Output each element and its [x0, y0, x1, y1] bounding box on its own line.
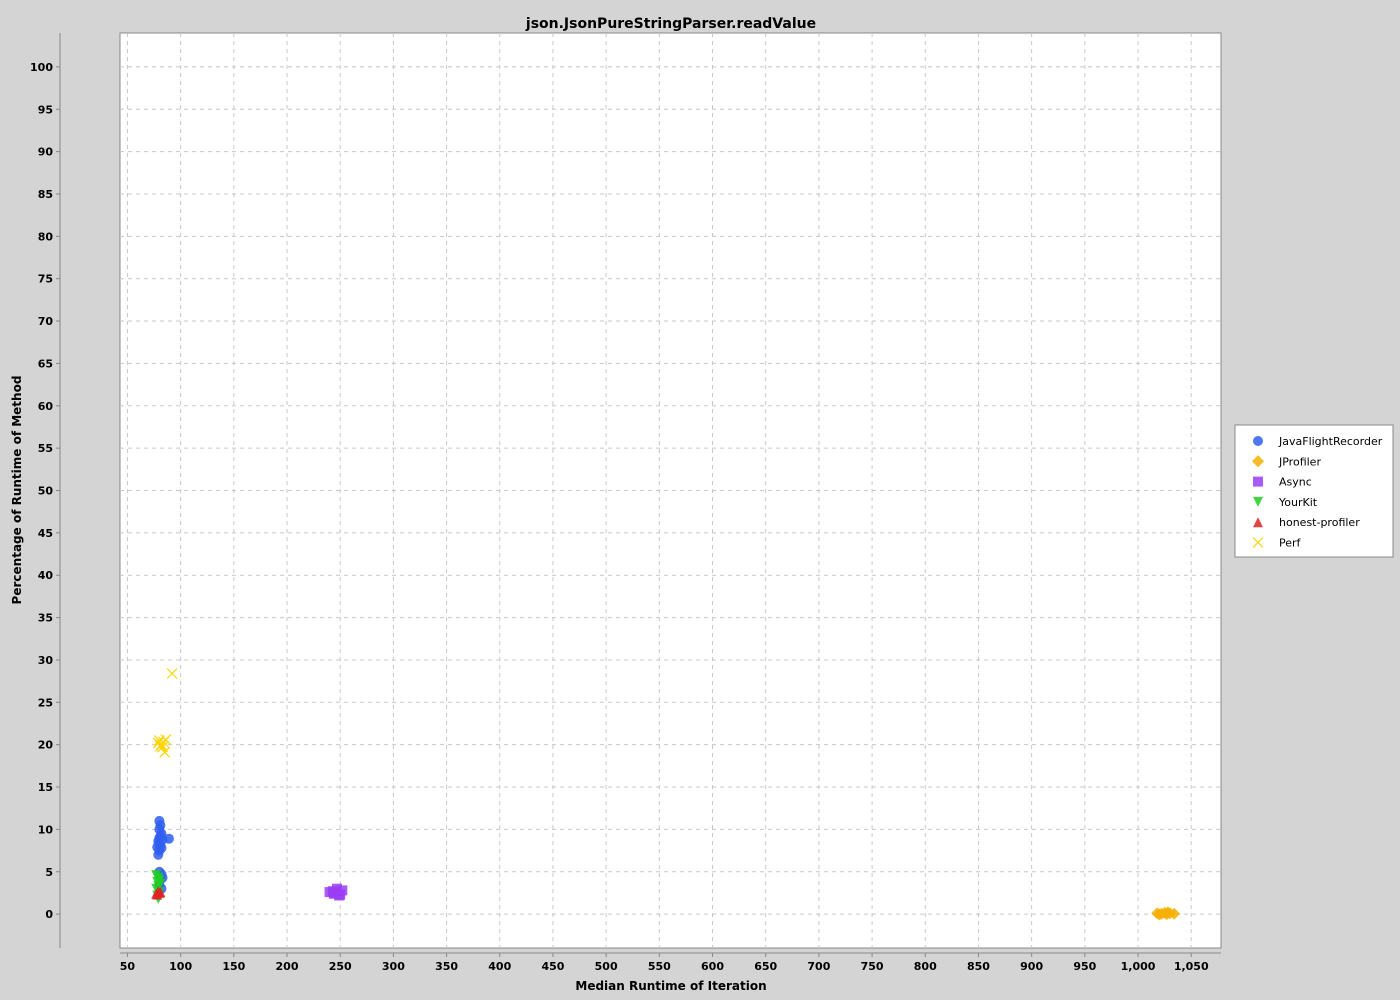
- y-axis-label: Percentage of Runtime of Method: [10, 376, 24, 605]
- x-tick-label: 300: [382, 960, 405, 973]
- x-tick-label: 100: [169, 960, 192, 973]
- data-points: [151, 668, 1181, 921]
- series-perf: [152, 668, 178, 758]
- x-tick-label: 1,000: [1121, 960, 1156, 973]
- y-tick-label: 70: [38, 315, 54, 328]
- plot-area: [119, 32, 1222, 949]
- y-tick-label: 95: [38, 103, 53, 116]
- series-jprofiler: [1151, 906, 1181, 921]
- y-tick-label: 50: [38, 485, 54, 498]
- data-point: [159, 746, 171, 758]
- data-point: [152, 889, 163, 900]
- legend-label: Perf: [1279, 537, 1302, 550]
- data-point: [166, 668, 178, 679]
- x-tick-label: 850: [967, 960, 990, 973]
- y-tick-label: 20: [38, 739, 54, 752]
- y-tick-label: 60: [38, 400, 54, 413]
- y-tick-label: 85: [38, 188, 53, 201]
- x-tick-label: 950: [1073, 960, 1096, 973]
- y-tick-label: 25: [38, 696, 53, 709]
- legend-marker: [1253, 517, 1263, 528]
- chart-title: json.JsonPureStringParser.readValue: [525, 16, 816, 32]
- x-tick-label: 150: [222, 960, 245, 973]
- y-tick-label: 35: [38, 612, 53, 625]
- x-tick-label: 600: [701, 960, 724, 973]
- legend-item: Async: [1253, 476, 1312, 489]
- y-tick-label: 45: [38, 527, 53, 540]
- data-point: [154, 740, 166, 752]
- legend-label: JProfiler: [1278, 455, 1321, 468]
- legend-box: [1234, 424, 1394, 558]
- data-point: [163, 833, 174, 844]
- x-tick-label: 700: [807, 960, 830, 973]
- legend-label: YourKit: [1278, 496, 1318, 509]
- y-tick-label: 0: [45, 908, 53, 921]
- x-tick-label: 1,050: [1174, 960, 1209, 973]
- x-tick-label: 250: [329, 960, 352, 973]
- legend-item: YourKit: [1253, 496, 1318, 509]
- x-tick-label: 50: [120, 960, 136, 973]
- data-point: [153, 849, 164, 860]
- series-honest-profiler: [151, 886, 166, 900]
- x-tick-label: 200: [276, 960, 299, 973]
- y-tick-label: 90: [38, 146, 54, 159]
- data-point: [1161, 906, 1174, 919]
- data-point: [152, 737, 164, 749]
- y-tick-label: 100: [30, 61, 53, 74]
- y-tick-label: 15: [38, 781, 53, 794]
- y-axis-ticks: 0 5 10 15 20 25 30 35 40 45 50 55 60 65 70 75 80 85 90 95 10…: [30, 61, 60, 921]
- x-axis-label: Median Runtime of Iteration: [575, 979, 766, 993]
- grid-lines: [120, 33, 1221, 948]
- y-tick-label: 55: [38, 442, 53, 455]
- x-tick-label: 550: [648, 960, 671, 973]
- x-tick-label: 450: [541, 960, 564, 973]
- legend-marker: [1253, 436, 1263, 446]
- y-tick-label: 75: [38, 273, 53, 286]
- legend: JavaFlightRecorder JProfiler Async YourKit h…: [1234, 424, 1394, 558]
- legend-marker: [1253, 476, 1263, 487]
- x-axis-ticks: 50 100 150 200 250 300 350 400 450 500 550 600 650 70…: [120, 953, 1209, 973]
- data-point: [160, 734, 172, 746]
- x-tick-label: 500: [595, 960, 618, 973]
- legend-item: Perf: [1252, 537, 1302, 550]
- legend-marker: [1252, 537, 1264, 548]
- y-tick-label: 5: [45, 866, 53, 879]
- legend-label: Async: [1279, 476, 1312, 489]
- legend-item: JavaFlightRecorder: [1253, 435, 1383, 448]
- x-tick-label: 750: [861, 960, 884, 973]
- series-async: [324, 883, 348, 901]
- data-point: [327, 886, 338, 897]
- x-tick-label: 650: [754, 960, 777, 973]
- data-point: [335, 889, 346, 900]
- x-tick-label: 400: [488, 960, 511, 973]
- legend-marker: [1253, 496, 1263, 507]
- x-tick-label: 800: [914, 960, 937, 973]
- y-tick-label: 80: [38, 230, 54, 243]
- legend-item: JProfiler: [1252, 455, 1321, 468]
- legend-marker: [1252, 455, 1264, 468]
- legend-item: honest-profiler: [1253, 516, 1360, 529]
- data-point: [1153, 908, 1166, 921]
- x-tick-label: 900: [1020, 960, 1043, 973]
- y-tick-label: 10: [38, 823, 54, 836]
- y-tick-label: 40: [38, 569, 54, 582]
- y-tick-label: 30: [38, 654, 54, 667]
- legend-label: JavaFlightRecorder: [1278, 435, 1383, 448]
- legend-label: honest-profiler: [1279, 516, 1360, 529]
- x-tick-label: 350: [435, 960, 458, 973]
- y-tick-label: 65: [38, 357, 53, 370]
